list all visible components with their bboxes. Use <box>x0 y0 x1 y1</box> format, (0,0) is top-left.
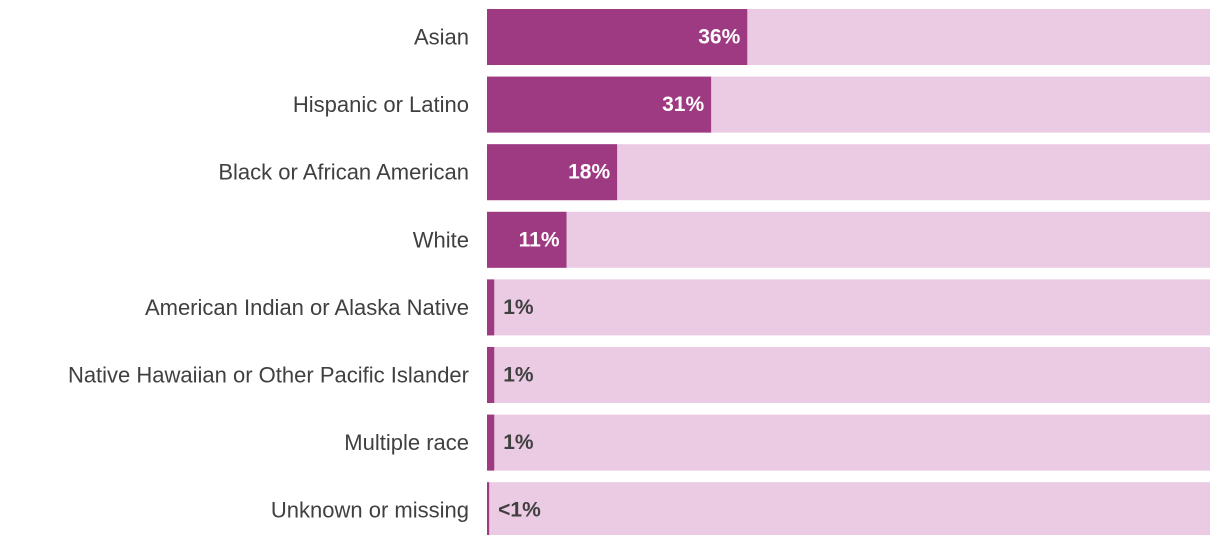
value-label: 1% <box>503 364 534 387</box>
value-label: 11% <box>519 228 560 251</box>
bar-tracks <box>487 9 1210 535</box>
bar <box>487 76 712 133</box>
category-label: Multiple race <box>344 430 469 455</box>
value-label: 31% <box>662 93 704 116</box>
category-label: Hispanic or Latino <box>293 92 469 117</box>
bar <box>487 144 618 201</box>
bar <box>487 414 495 471</box>
category-labels: Asian Hispanic or Latino Black or African … <box>68 25 469 523</box>
bar <box>487 279 495 336</box>
bar-track <box>487 279 1210 336</box>
category-label: American Indian or Alaska Native <box>145 295 469 320</box>
bar <box>487 482 490 535</box>
category-label: Native Hawaiian or Other Pacific Islande… <box>68 363 469 388</box>
bar-track <box>487 414 1210 471</box>
value-label: <1% <box>498 499 541 522</box>
category-label: White <box>413 227 469 252</box>
bar-track <box>487 347 1210 403</box>
value-label: 36% <box>698 26 740 49</box>
value-label: 1% <box>503 296 534 319</box>
value-label: 1% <box>503 431 534 454</box>
bar <box>487 9 748 65</box>
bar-track <box>487 211 1210 268</box>
bar <box>487 211 567 268</box>
category-label: Unknown or missing <box>271 498 469 523</box>
bar-track <box>487 482 1210 535</box>
bar <box>487 347 495 403</box>
value-label: 18% <box>568 161 610 184</box>
category-label: Black or African American <box>218 160 469 185</box>
value-labels: 36% 31% 18% 11% 1% 1% 1% <1% <box>498 26 740 522</box>
bars <box>487 9 748 535</box>
category-label: Asian <box>414 25 469 50</box>
